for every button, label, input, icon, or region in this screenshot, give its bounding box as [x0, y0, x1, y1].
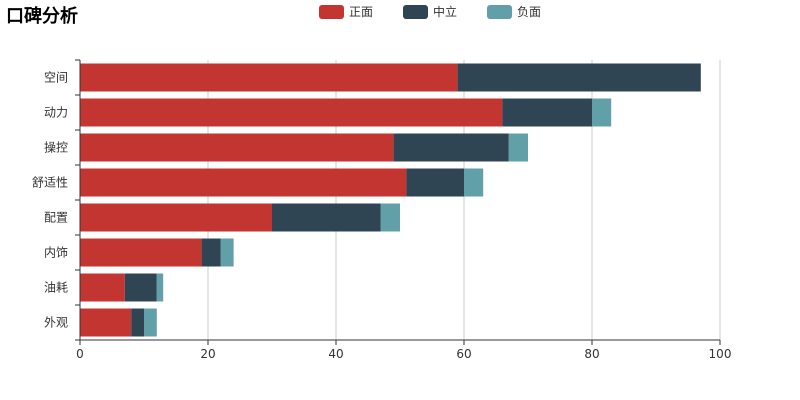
bar-正面	[80, 203, 272, 232]
bar-正面	[80, 133, 394, 162]
category-label: 内饰	[44, 246, 68, 260]
chart-title: 口碑分析	[6, 6, 78, 27]
legend-swatch	[319, 5, 344, 19]
bar-中立	[124, 273, 157, 302]
bar-中立	[131, 308, 144, 337]
legend-label: 正面	[349, 5, 373, 19]
bar-负面	[380, 203, 400, 232]
bar-正面	[80, 273, 125, 302]
bar-负面	[220, 238, 234, 267]
bar-中立	[457, 63, 701, 92]
bar-中立	[393, 133, 509, 162]
category-label: 动力	[44, 106, 68, 120]
x-tick-label: 40	[328, 347, 343, 361]
category-label: 外观	[44, 316, 68, 330]
x-tick-label: 0	[76, 347, 84, 361]
legend-label: 负面	[517, 5, 541, 19]
bar-正面	[80, 238, 202, 267]
bar-中立	[201, 238, 221, 267]
category-label: 操控	[44, 140, 68, 155]
bar-正面	[80, 308, 132, 337]
bar-中立	[502, 98, 592, 127]
legend-swatch	[487, 5, 512, 19]
legend-swatch	[403, 5, 428, 19]
category-label: 配置	[44, 211, 68, 225]
category-label: 空间	[44, 71, 68, 85]
bar-负面	[156, 273, 164, 302]
x-tick-label: 60	[456, 347, 471, 361]
bar-负面	[508, 133, 528, 162]
bar-中立	[272, 203, 381, 232]
bar-中立	[406, 168, 464, 197]
x-tick-label: 80	[584, 347, 599, 361]
bar-负面	[464, 168, 484, 197]
category-label: 油耗	[44, 281, 68, 295]
bar-正面	[80, 168, 407, 197]
bar-负面	[592, 98, 612, 127]
bar-正面	[80, 98, 503, 127]
x-tick-label: 20	[200, 347, 215, 361]
bar-正面	[80, 63, 458, 92]
category-label: 舒适性	[32, 176, 68, 190]
x-tick-label: 100	[709, 347, 732, 361]
bar-负面	[144, 308, 157, 337]
legend-label: 中立	[433, 4, 457, 19]
